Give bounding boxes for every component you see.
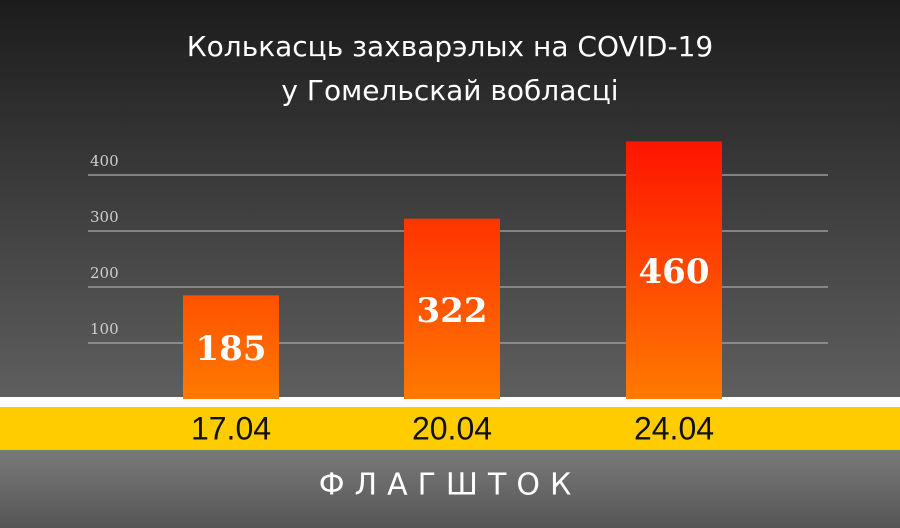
chart-title: Колькасць захварэлых на COVID-19 [187,30,713,63]
white-band [0,397,900,407]
category-band [0,407,900,450]
y-tick-label: 200 [90,264,119,282]
brand-logo: ФЛАГШТОК [319,468,582,503]
y-tick-label: 400 [90,152,119,170]
bar [183,295,279,399]
value-label: 185 [196,329,267,369]
y-tick-label: 100 [90,320,119,338]
bar [404,218,500,399]
x-tick-label: 24.04 [634,410,714,446]
chart-title: у Гомельскай вобласці [281,74,618,107]
bar [626,141,722,399]
footer [0,450,900,528]
value-label: 322 [417,291,488,331]
x-tick-label: 17.04 [191,410,271,446]
y-tick-label: 300 [90,208,119,226]
x-tick-label: 20.04 [412,410,492,446]
value-label: 460 [639,252,710,292]
